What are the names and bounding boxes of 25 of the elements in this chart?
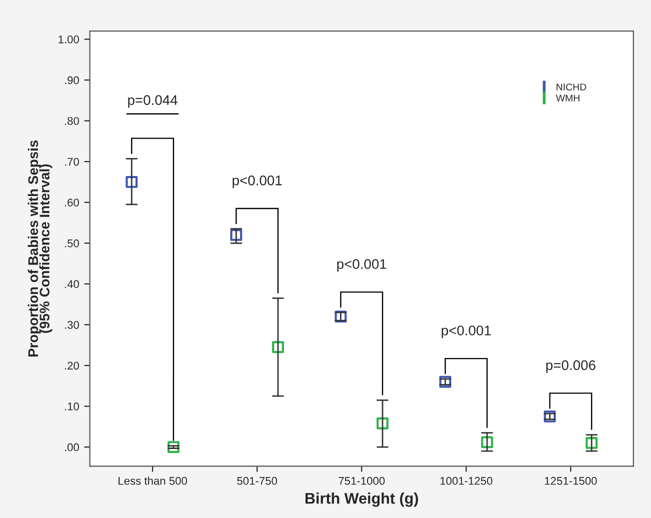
y-tick-label: .50 bbox=[64, 239, 79, 248]
annotation: p=0.044 bbox=[128, 95, 178, 108]
y-tick-label: .20 bbox=[64, 362, 79, 370]
y-axis-title: Proportion of Babies with Sepsis (95% Confidence Interval) bbox=[28, 140, 52, 357]
x-axis-title: Birth Weight (g) bbox=[306, 492, 418, 507]
y-tick-label: .30 bbox=[64, 320, 79, 329]
y-tick-label: .70 bbox=[64, 158, 79, 166]
x-tick-label: 1001-1250 bbox=[440, 476, 492, 485]
legend-label: WMH bbox=[556, 94, 580, 102]
annotation: p<0.001 bbox=[337, 259, 386, 272]
legend-label: NICHD bbox=[556, 84, 586, 90]
x-tick-label: 751-1000 bbox=[338, 476, 385, 485]
y-tick-label: 1.00 bbox=[58, 36, 79, 44]
y-tick-label: .80 bbox=[64, 117, 79, 125]
annotation: p=0.006 bbox=[546, 360, 596, 373]
x-tick-label: 501-750 bbox=[237, 476, 278, 485]
y-tick-label: .60 bbox=[64, 198, 79, 206]
x-tick-label: 1251-1500 bbox=[544, 476, 597, 485]
annotation: p<0.001 bbox=[232, 176, 282, 188]
y-tick-label: .10 bbox=[64, 402, 79, 410]
annotation: p<0.001 bbox=[442, 326, 491, 338]
y-tick-label: .40 bbox=[64, 280, 79, 288]
y-tick-label: .90 bbox=[64, 76, 79, 84]
x-tick-label: Less than 500 bbox=[118, 476, 188, 485]
y-tick-label: .00 bbox=[64, 443, 79, 452]
